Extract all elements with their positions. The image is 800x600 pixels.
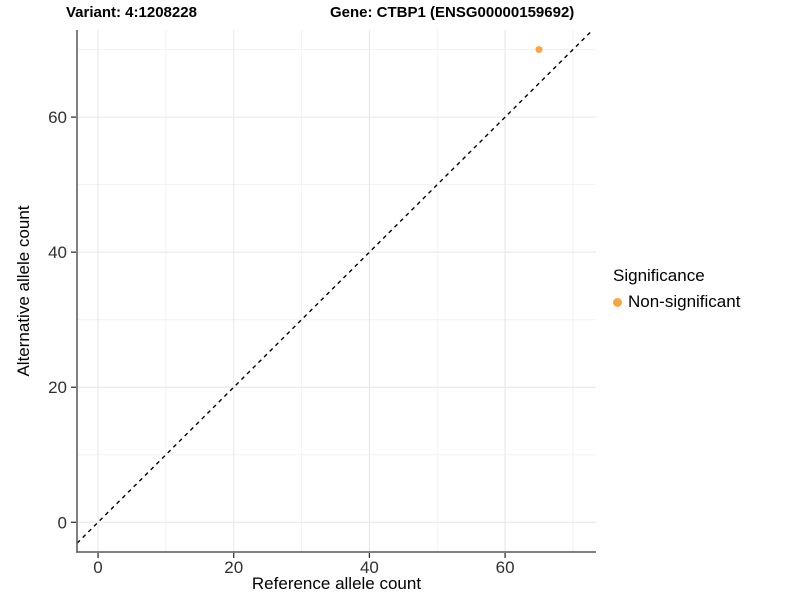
y-tick-label: 0 [58, 513, 67, 532]
y-axis-title: Alternative allele count [14, 205, 33, 377]
x-tick-label: 60 [496, 558, 515, 577]
data-point [535, 46, 543, 54]
x-tick-label: 20 [224, 558, 243, 577]
plot-title-variant: Variant: 4:1208228 [66, 4, 197, 21]
legend: Significance Non-significant [613, 266, 740, 312]
x-axis-title: Reference allele count [251, 574, 422, 593]
legend-point-icon [613, 297, 622, 307]
plot-title-gene: Gene: CTBP1 (ENSG00000159692) [330, 4, 575, 21]
y-tick-label: 40 [48, 243, 67, 262]
x-tick-label: 40 [360, 558, 379, 577]
legend-item-non-significant: Non-significant [613, 292, 740, 312]
y-tick-label: 60 [48, 108, 67, 127]
identity-dashed-line [76, 29, 594, 544]
y-tick-label: 20 [48, 378, 67, 397]
x-tick-label: 0 [93, 558, 102, 577]
legend-title: Significance [613, 266, 705, 285]
legend-item-label: Non-significant [628, 292, 741, 311]
